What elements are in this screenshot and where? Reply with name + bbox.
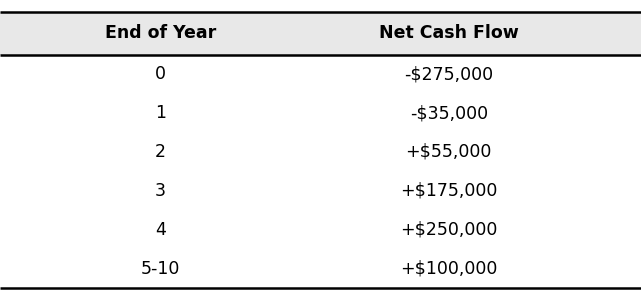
Text: -$35,000: -$35,000 xyxy=(410,104,488,122)
Bar xyxy=(0,171,641,210)
Text: 5-10: 5-10 xyxy=(140,260,180,278)
Bar xyxy=(0,94,641,133)
Text: Net Cash Flow: Net Cash Flow xyxy=(379,24,519,42)
Text: 1: 1 xyxy=(154,104,166,122)
Text: +$100,000: +$100,000 xyxy=(400,260,497,278)
Text: 0: 0 xyxy=(154,65,166,83)
Text: 3: 3 xyxy=(154,182,166,200)
Text: 2: 2 xyxy=(154,143,166,161)
Bar xyxy=(0,210,641,249)
Text: 4: 4 xyxy=(155,221,165,239)
Text: +$55,000: +$55,000 xyxy=(406,143,492,161)
Bar xyxy=(0,249,641,288)
Text: -$275,000: -$275,000 xyxy=(404,65,494,83)
Bar xyxy=(0,133,641,171)
Bar xyxy=(0,12,641,55)
Text: +$250,000: +$250,000 xyxy=(400,221,497,239)
Text: +$175,000: +$175,000 xyxy=(400,182,497,200)
Bar xyxy=(0,55,641,94)
Text: End of Year: End of Year xyxy=(104,24,216,42)
